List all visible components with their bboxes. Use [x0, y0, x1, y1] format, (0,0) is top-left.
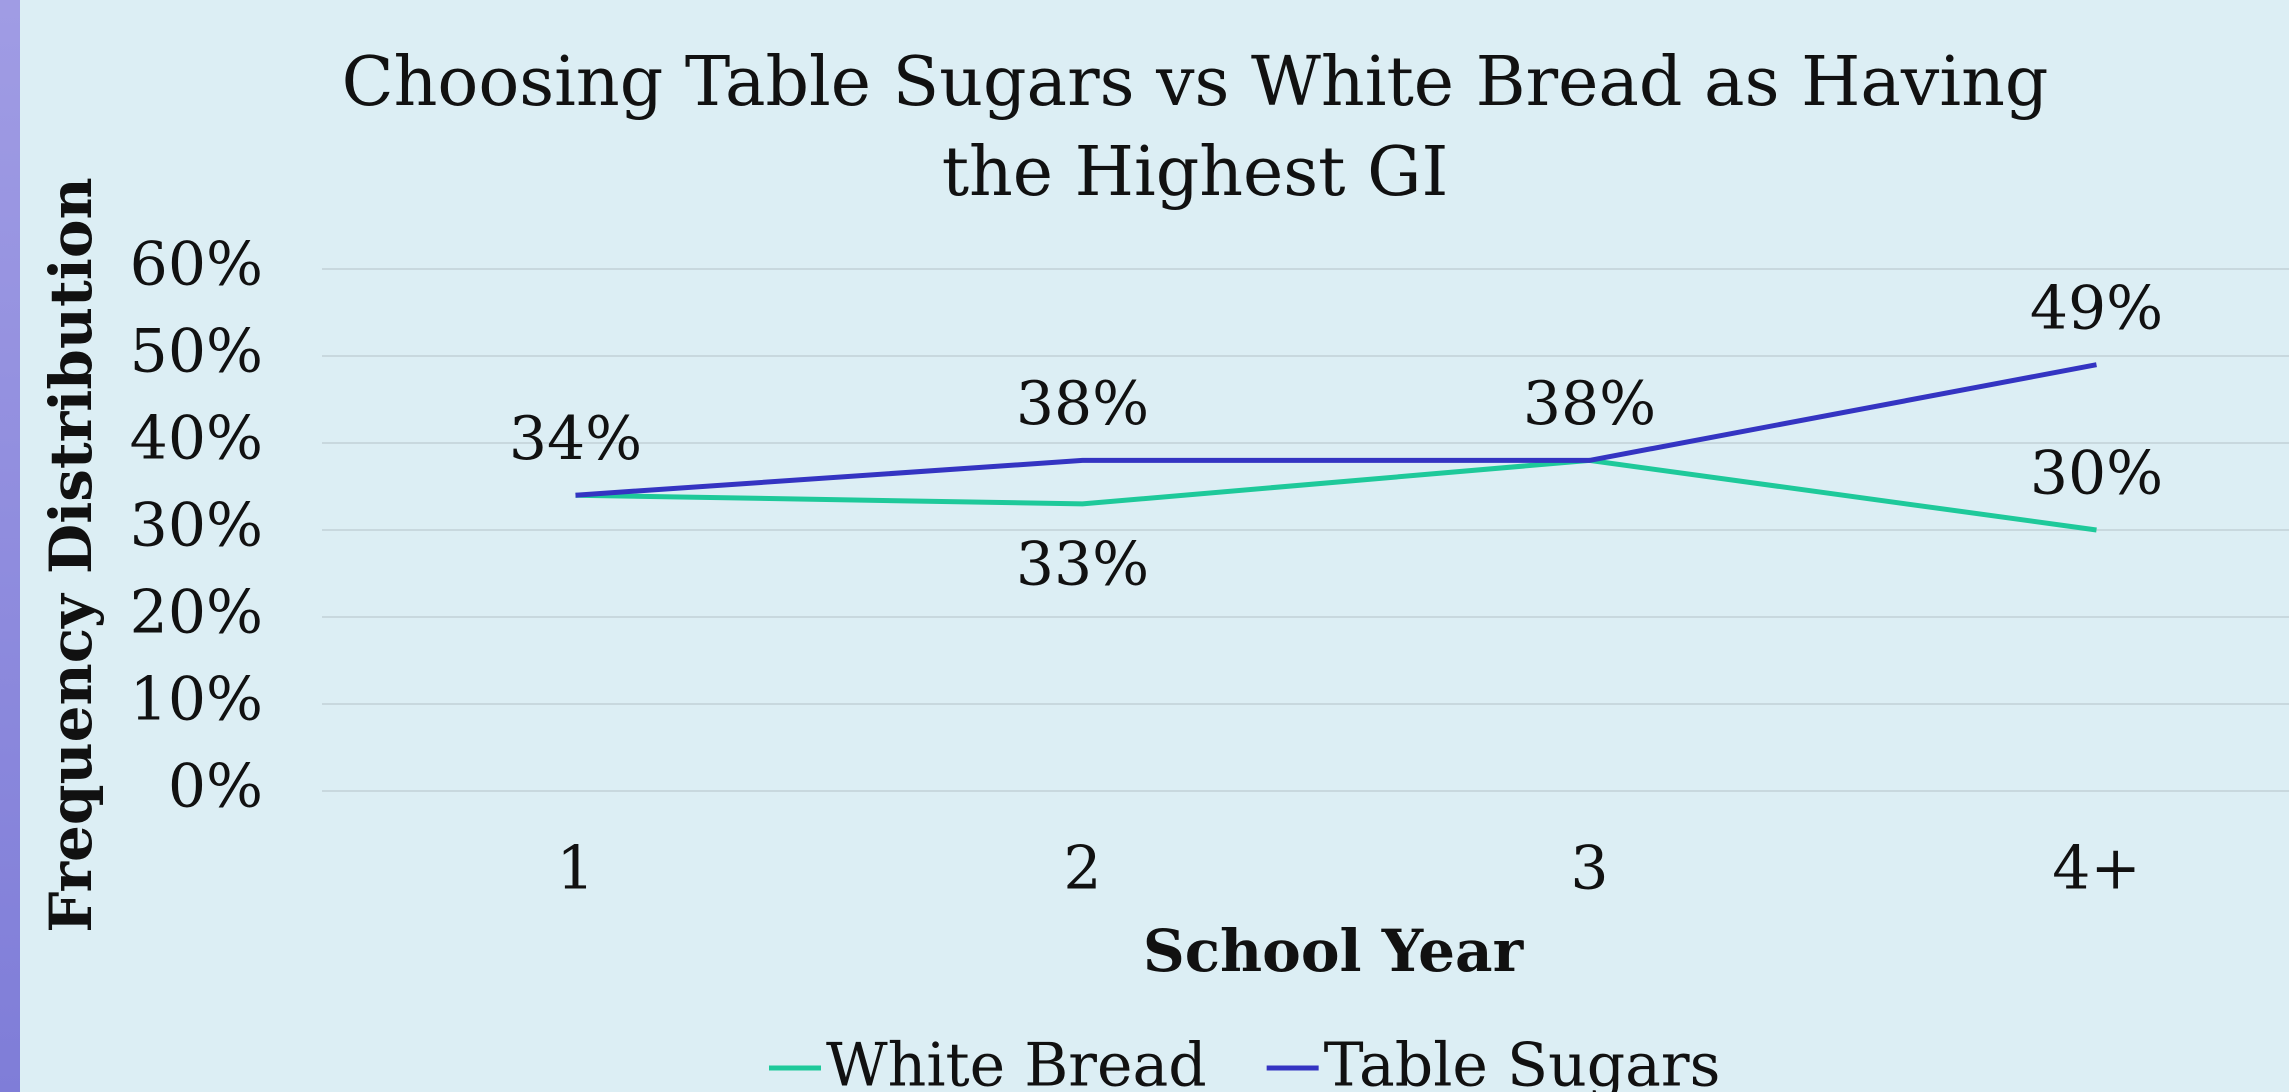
- x-tick-label: 3: [1570, 834, 1608, 904]
- x-tick-label: 2: [1063, 834, 1101, 904]
- series-line: [575, 457, 2097, 533]
- y-tick-label: 10%: [130, 665, 263, 735]
- data-label: 30%: [2030, 439, 2163, 509]
- y-tick-label: 60%: [130, 230, 263, 300]
- data-label: 38%: [1523, 369, 1656, 439]
- y-tick-label: 0%: [168, 752, 263, 822]
- legend-label: Table Sugars: [1324, 1031, 1721, 1092]
- x-tick-label: 1: [556, 834, 594, 904]
- y-tick-label: 50%: [130, 317, 263, 387]
- series-line: [575, 362, 2097, 498]
- data-label: 49%: [2030, 273, 2163, 343]
- x-tick-label: 4+: [2052, 834, 2140, 904]
- y-axis-title: Frequency Distribution: [37, 177, 105, 932]
- legend-label: White Bread: [826, 1031, 1207, 1092]
- side-strip: [0, 0, 20, 1092]
- y-tick-label: 40%: [130, 404, 263, 474]
- data-label: 34%: [509, 404, 642, 474]
- data-label: 38%: [1016, 369, 1149, 439]
- x-axis-title: School Year: [1143, 917, 1525, 985]
- y-tick-label: 30%: [130, 491, 263, 561]
- data-label: 33%: [1016, 529, 1149, 599]
- chart-title: Choosing Table Sugars vs White Bread as …: [341, 43, 2049, 212]
- y-tick-label: 20%: [130, 578, 263, 648]
